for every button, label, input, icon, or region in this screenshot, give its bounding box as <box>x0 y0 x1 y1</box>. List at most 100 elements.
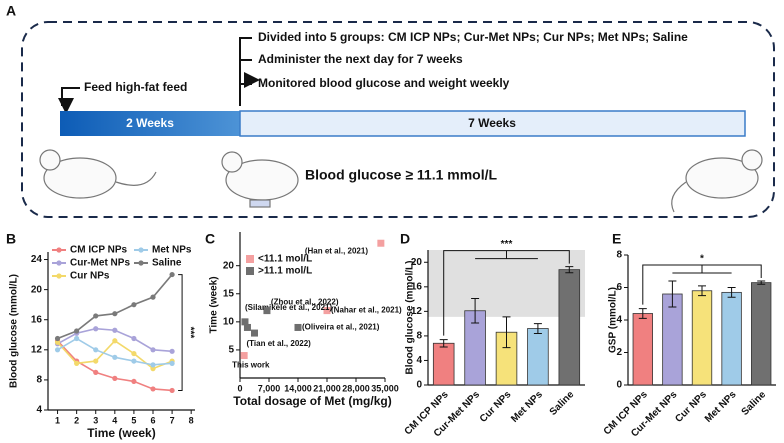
bar <box>691 290 713 386</box>
point <box>93 313 99 319</box>
error-bar <box>668 280 677 308</box>
y-tick-label: 20 <box>411 257 423 268</box>
y-tick-label: 24 <box>31 254 43 265</box>
x-axis-label: Total dosage of Met (mg/kg) <box>233 394 391 408</box>
legend-swatch <box>56 260 62 266</box>
panel-label: A <box>6 3 16 19</box>
mouse <box>39 149 763 213</box>
annotation: *** <box>501 239 513 250</box>
annotation: * <box>700 254 704 265</box>
point <box>93 358 99 364</box>
point <box>131 358 137 364</box>
legend-label: Cur-Met NPs <box>70 258 130 269</box>
point <box>74 335 80 342</box>
x-tick-label: 28,000 <box>342 383 370 393</box>
y-tick-label: 20 <box>223 260 235 271</box>
x-tick-label: 3 <box>93 415 98 425</box>
legend-label: <11.1 mol/L <box>258 254 312 265</box>
error-bar <box>727 287 736 298</box>
legend-swatch <box>246 267 254 275</box>
point <box>131 302 137 308</box>
legend-swatch <box>246 255 254 263</box>
point <box>112 311 118 317</box>
point <box>150 294 156 300</box>
error-bar <box>757 280 766 285</box>
frame <box>21 21 775 218</box>
phase-bar <box>239 110 746 137</box>
step: Feed high-fat feed <box>84 80 187 94</box>
bar <box>527 328 549 386</box>
point-label: (Tian et al., 2022) <box>247 339 312 348</box>
y-axis-label: Blood glucose (mmol/L) <box>9 274 20 388</box>
y-axis-label: Blood glucose (mmol/L) <box>405 261 416 375</box>
panel-label: E <box>612 231 621 247</box>
x-tick-label: Saline <box>548 389 577 418</box>
y-axis-label: Time (week) <box>209 276 220 333</box>
point <box>169 271 175 278</box>
y-axis-label: GSP (mmol/L) <box>608 287 619 353</box>
point-label: (Nahar et al., 2021) <box>331 306 402 315</box>
x-tick-label: 0 <box>237 383 242 393</box>
bar <box>432 342 455 386</box>
arrow <box>240 37 252 106</box>
legend-label: Met NPs <box>152 245 192 256</box>
arrow <box>58 87 80 114</box>
error-bar <box>698 285 706 297</box>
x-tick-label: 1 <box>55 415 60 425</box>
x-tick-label: 2 <box>74 415 79 425</box>
point <box>150 386 156 392</box>
point <box>74 328 80 334</box>
significance-bracket <box>642 264 762 305</box>
y-tick-label: 4 <box>616 315 622 326</box>
point <box>131 335 137 342</box>
point <box>93 347 99 353</box>
legend-swatch <box>56 247 62 253</box>
annotation: *** <box>184 327 195 339</box>
legend-label: CM ICP NPs <box>70 245 127 256</box>
point <box>263 307 271 315</box>
phase-label: 7 Weeks <box>468 116 516 130</box>
point <box>240 352 248 360</box>
x-tick-label: Cur NPs <box>478 389 514 425</box>
significance-bracket <box>443 250 570 336</box>
bar <box>721 291 742 386</box>
y-tick-label: 8 <box>616 250 622 261</box>
point <box>377 239 385 247</box>
x-tick-label: 21,000 <box>313 383 341 393</box>
step: Administer the next day for 7 weeks <box>258 52 463 66</box>
point <box>74 360 80 366</box>
panel-label: B <box>6 231 16 247</box>
point <box>112 338 118 344</box>
phase-label: 2 Weeks <box>126 116 174 130</box>
point-label: (Zhou et al., 2022) <box>271 298 339 307</box>
point <box>251 329 258 337</box>
point-label: (Han et al., 2021) <box>305 246 368 255</box>
point <box>54 339 61 345</box>
legend-label: >11.1 mol/L <box>258 266 312 277</box>
y-tick-label: 10 <box>223 316 235 327</box>
criterion: Blood glucose ≥ 11.1 mmol/L <box>305 167 498 183</box>
point-label: This work <box>232 361 270 370</box>
error-bar <box>565 266 574 274</box>
x-tick-label: 4 <box>112 415 117 425</box>
y-tick-label: 5 <box>228 345 234 356</box>
bar <box>662 293 683 386</box>
y-tick-label: 2 <box>616 347 622 358</box>
point <box>241 318 249 326</box>
point <box>93 326 99 332</box>
point-label: (Silamikele et al., 2021) <box>245 303 332 312</box>
error-bar <box>533 323 542 334</box>
error-bar <box>439 339 448 348</box>
error-bar <box>638 308 647 319</box>
point <box>54 335 61 342</box>
point <box>54 347 61 353</box>
point <box>323 307 331 315</box>
panel-a: A Feed high-fat feed Divided into 5 grou… <box>6 3 775 218</box>
y-tick-label: 20 <box>31 284 43 295</box>
step: Divided into 5 groups: CM ICP NPs; Cur-M… <box>258 30 688 44</box>
point-label: (Oliveira et al., 2021) <box>302 323 380 332</box>
x-tick-label: 6 <box>150 415 155 425</box>
x-tick-label: 35,000 <box>371 383 399 393</box>
x-tick-label: 7 <box>170 415 175 425</box>
